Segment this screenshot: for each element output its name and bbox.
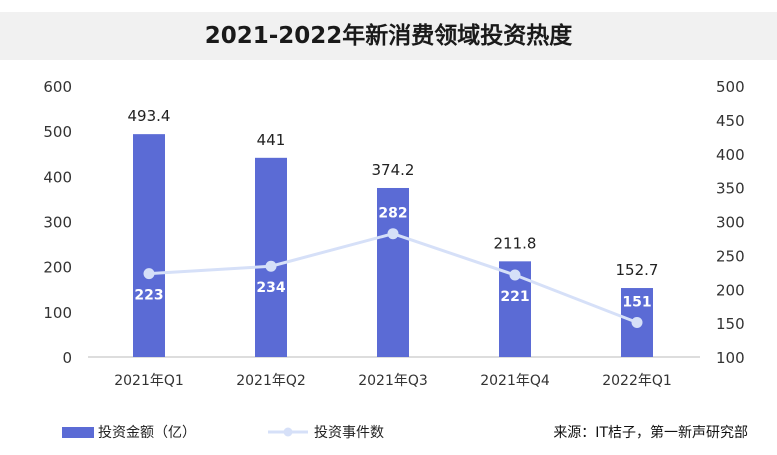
- line-point-3: [387, 228, 399, 240]
- x-axis-tick-label: 2021年Q2: [236, 373, 306, 389]
- x-axis-tick-label: 2021年Q1: [114, 373, 184, 389]
- line-point-2: [265, 260, 277, 272]
- bar-value-label: 374.2: [372, 161, 415, 179]
- source-note: 来源：IT桔子，第一新声研究部: [553, 424, 748, 441]
- line-value-label: 221: [500, 289, 529, 305]
- line-value-label: 282: [378, 206, 407, 222]
- line-value-label: 151: [622, 294, 651, 310]
- left-axis: 0 100 200 300 400 500 600: [43, 78, 72, 367]
- bar-1: [133, 134, 165, 357]
- left-axis-tick-label: 200: [43, 259, 72, 277]
- right-axis: 100 150 200 250 300 350 400 450 500: [716, 78, 745, 367]
- bar-labels: 493.4 441 374.2 211.8 152.7: [128, 107, 659, 279]
- x-axis-tick-label: 2021年Q4: [480, 373, 550, 389]
- left-axis-tick-label: 600: [43, 78, 72, 96]
- right-axis-tick-label: 450: [716, 112, 745, 130]
- line-point-4: [509, 269, 521, 281]
- line-point-5: [631, 316, 643, 328]
- line-value-label: 234: [256, 280, 285, 296]
- bar-value-label: 152.7: [616, 261, 659, 279]
- bar-series: [133, 134, 653, 357]
- bar-value-label: 493.4: [128, 107, 171, 125]
- legend: 投资金额（亿） 投资事件数: [62, 425, 384, 441]
- title-bar: [0, 12, 777, 60]
- x-axis-tick-label: 2021年Q3: [358, 373, 428, 389]
- right-axis-tick-label: 400: [716, 146, 745, 164]
- chart-title: 2021-2022年新消费领域投资热度: [204, 23, 573, 49]
- right-axis-tick-label: 100: [716, 349, 745, 367]
- line-labels: 223 234 282 221 151: [134, 206, 651, 311]
- left-axis-tick-label: 0: [62, 349, 72, 367]
- legend-bar-label: 投资金额（亿）: [98, 425, 196, 441]
- left-axis-tick-label: 100: [43, 304, 72, 322]
- right-axis-tick-label: 300: [716, 214, 745, 232]
- bar-value-label: 211.8: [494, 234, 537, 252]
- legend-bar-swatch: [62, 427, 94, 438]
- bar-3: [377, 187, 409, 357]
- left-axis-tick-label: 300: [43, 214, 72, 232]
- right-axis-tick-label: 350: [716, 180, 745, 198]
- legend-line-label: 投资事件数: [314, 425, 384, 441]
- x-axis-ticks: 2021年Q1 2021年Q2 2021年Q3 2021年Q4 2022年Q1: [114, 373, 672, 389]
- right-axis-tick-label: 250: [716, 247, 745, 265]
- right-axis-tick-label: 150: [716, 315, 745, 333]
- bar-2: [255, 157, 287, 357]
- bar-value-label: 441: [257, 131, 286, 149]
- line-series: [143, 228, 643, 328]
- left-axis-tick-label: 500: [43, 123, 72, 141]
- x-axis-tick-label: 2022年Q1: [602, 373, 672, 389]
- line-point-1: [143, 268, 155, 280]
- line-value-label: 223: [134, 288, 163, 304]
- right-axis-tick-label: 500: [716, 78, 745, 96]
- right-axis-tick-label: 200: [716, 281, 745, 299]
- left-axis-tick-label: 400: [43, 168, 72, 186]
- legend-line-marker: [283, 427, 293, 437]
